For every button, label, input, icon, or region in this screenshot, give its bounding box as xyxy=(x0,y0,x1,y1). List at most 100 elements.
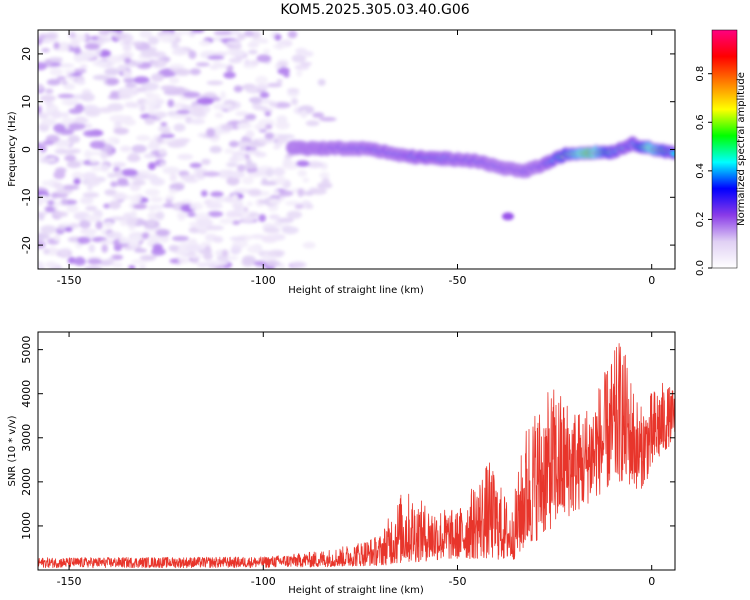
heatmap-cell xyxy=(160,122,168,127)
heatmap-cell xyxy=(233,85,243,93)
heatmap-cell xyxy=(233,188,252,194)
heatmap-cell xyxy=(55,167,67,174)
heatmap-cell xyxy=(159,133,175,138)
heatmap-x-ticks: -150 -100 -50 0 xyxy=(57,30,655,287)
heatmap-cell xyxy=(122,118,137,126)
heatmap-cell xyxy=(55,189,73,195)
heatmap-cell xyxy=(189,68,201,76)
heatmap-cell xyxy=(203,199,211,205)
heatmap-cell xyxy=(84,149,92,159)
heatmap-cell xyxy=(73,53,86,63)
snr-x-tick-label: 0 xyxy=(648,575,655,588)
heatmap-cell xyxy=(230,244,242,254)
heatmap-cell xyxy=(112,162,127,168)
heatmap-cell xyxy=(87,258,102,265)
heatmap-cell xyxy=(119,33,128,39)
heatmap-cell xyxy=(66,204,79,213)
heatmap-y-tick-label: 10 xyxy=(20,95,33,109)
heatmap-cell xyxy=(49,68,63,76)
heatmap-cell xyxy=(149,176,161,182)
heatmap-cell xyxy=(126,154,141,163)
heatmap-cell xyxy=(273,189,280,197)
heatmap-cell xyxy=(272,167,286,177)
heatmap-cell xyxy=(294,204,304,210)
heatmap-cell xyxy=(223,71,236,79)
heatmap-cell xyxy=(85,230,96,240)
heatmap-cell xyxy=(242,211,250,217)
heatmap-x-tick-label: -150 xyxy=(57,274,82,287)
heatmap-cell xyxy=(167,141,184,148)
heatmap-cell xyxy=(53,211,69,218)
heatmap-cell xyxy=(243,64,257,69)
heatmap-cell xyxy=(311,188,327,195)
heatmap-cell xyxy=(103,220,114,228)
heatmap-cell xyxy=(76,79,86,85)
colorbar-tick-label: 0.0 xyxy=(695,260,706,276)
heatmap-cell xyxy=(68,76,75,81)
heatmap-cell xyxy=(312,112,325,118)
heatmap-cell xyxy=(106,77,120,86)
heatmap-cell xyxy=(89,140,105,149)
heatmap-cell xyxy=(159,34,176,43)
heatmap-cell xyxy=(77,236,91,244)
heatmap-cell xyxy=(68,148,81,154)
heatmap-cell xyxy=(61,184,80,191)
heatmap-cell xyxy=(143,100,158,107)
heatmap-cell xyxy=(144,117,156,125)
heatmap-y-ticks: 20 10 0 -10 -20 xyxy=(20,47,675,254)
heatmap-cell xyxy=(287,88,300,93)
heatmap-cell xyxy=(83,123,93,128)
heatmap-cell xyxy=(150,196,164,203)
heatmap-cell xyxy=(52,181,62,189)
heatmap-cell xyxy=(291,54,307,63)
heatmap-cell xyxy=(317,182,333,189)
heatmap-cell xyxy=(38,261,44,269)
heatmap-cell xyxy=(245,149,262,155)
heatmap-cell xyxy=(221,123,234,131)
heatmap-cell xyxy=(259,91,270,99)
heatmap-cell xyxy=(107,136,120,144)
heatmap-cell xyxy=(38,83,44,91)
heatmap-cell xyxy=(231,193,239,202)
heatmap-cell xyxy=(264,111,271,117)
heatmap-cell xyxy=(172,48,189,56)
heatmap-cell xyxy=(39,94,56,102)
colorbar-label: Normalized spectral amplitude xyxy=(736,72,747,226)
heatmap-cell xyxy=(246,201,253,207)
heatmap-cell xyxy=(80,93,95,102)
heatmap-cell xyxy=(138,264,147,269)
heatmap-cell xyxy=(40,225,57,234)
heatmap-cell xyxy=(300,109,308,119)
heatmap-cell xyxy=(130,210,137,219)
heatmap-cell xyxy=(124,82,137,88)
heatmap-cell xyxy=(268,101,278,108)
heatmap-cell xyxy=(151,59,167,69)
heatmap-cell xyxy=(248,49,258,55)
heatmap-cell xyxy=(75,256,85,265)
heatmap-cell xyxy=(112,192,127,201)
heatmap-cell xyxy=(249,143,257,149)
heatmap-cell xyxy=(274,33,282,41)
snr-y-ticks: 5000 4000 3000 2000 1000 xyxy=(20,336,675,540)
heatmap-cell xyxy=(45,88,54,94)
heatmap-cell xyxy=(86,216,97,222)
heatmap-cell xyxy=(196,97,214,106)
heatmap-cell xyxy=(92,60,109,67)
heatmap-cell xyxy=(64,69,76,74)
heatmap-cell xyxy=(265,124,273,130)
heatmap-cell xyxy=(63,83,76,90)
heatmap-cell xyxy=(274,64,282,70)
heatmap-cell xyxy=(139,104,146,113)
heatmap-cell xyxy=(69,223,80,229)
heatmap-cell xyxy=(136,135,151,141)
heatmap-cell xyxy=(56,76,66,81)
heatmap-cell xyxy=(236,213,245,218)
heatmap-cell xyxy=(277,217,294,223)
heatmap-cell xyxy=(42,38,60,43)
heatmap-cell xyxy=(74,106,85,112)
heatmap-cell xyxy=(107,31,118,37)
heatmap-cell xyxy=(261,235,278,243)
heatmap-cell xyxy=(61,198,68,206)
snr-y-tick-label: 4000 xyxy=(20,380,33,408)
